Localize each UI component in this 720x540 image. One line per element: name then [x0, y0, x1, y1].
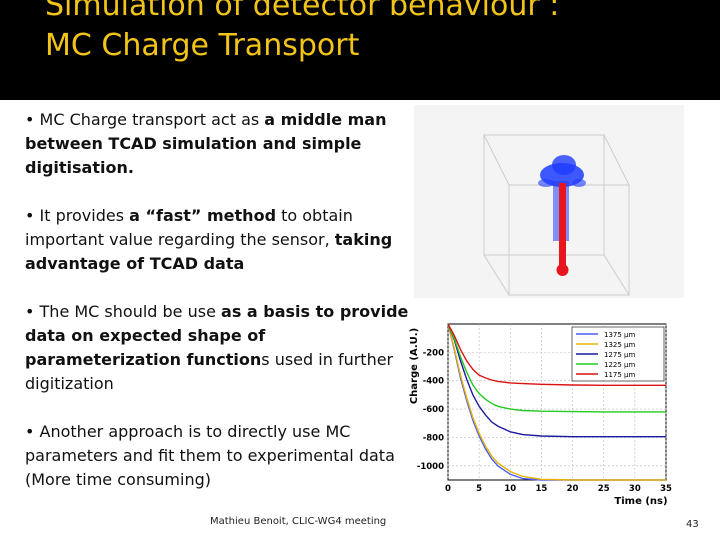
bullet-text: to obtain important value regarding the …	[25, 206, 353, 249]
y-tick-label: -800	[423, 433, 444, 443]
legend-label: 1275 µm	[604, 351, 635, 359]
series-line	[447, 323, 666, 438]
bullet-text: taking advantage of TCAD data	[25, 230, 393, 273]
bullet-text: as a basis to provide data on expected s…	[25, 302, 409, 369]
series-line	[447, 323, 666, 481]
x-tick-label: 10	[504, 484, 516, 494]
charge-vs-time-chart: Charge (A.U.) Time (ns) 0 5 10 15 20 25 30 35 -2…	[409, 323, 672, 507]
simulation-background	[414, 105, 684, 298]
series-line	[447, 323, 666, 387]
x-axis-label: Time (ns)	[614, 496, 667, 507]
bullet-text: a “fast” method	[129, 206, 277, 225]
x-tick-label: 15	[536, 484, 548, 494]
bullet-text: a middle man between TCAD simulation and…	[25, 110, 387, 177]
legend-label: 1375 µm	[604, 331, 635, 339]
bullet-text: • It provides	[25, 206, 130, 225]
bullet-item: • The MC should be use as a basis to pro…	[25, 300, 410, 396]
bullet-text: • MC Charge transport act as	[25, 110, 265, 129]
title-bar: Simulation of detector behaviour : MC Ch…	[0, 0, 720, 100]
x-tick-label: 20	[567, 484, 579, 494]
x-tick-label: 35	[660, 484, 672, 494]
legend-label: 1325 µm	[604, 341, 635, 349]
charge-transport-simulation-image	[414, 105, 684, 298]
y-tick-label: -1000	[417, 462, 444, 472]
bullet-text: s used in further digitization	[25, 350, 394, 393]
series-line	[447, 323, 666, 413]
y-tick-label: -600	[423, 405, 444, 415]
slide-title: Simulation of detector behaviour : MC Ch…	[45, 0, 705, 66]
slide-title-line-1: Simulation of detector behaviour :	[45, 0, 560, 23]
bullet-item: • It provides a “fast” method to obtain …	[25, 204, 410, 276]
x-tick-label: 25	[598, 484, 610, 494]
bullet-item: • MC Charge transport act as a middle ma…	[25, 108, 410, 180]
bullet-item: • Another approach is to directly use MC…	[25, 420, 410, 492]
x-tick-label: 0	[445, 484, 451, 494]
y-tick-label: -200	[423, 348, 444, 358]
page-number: 43	[686, 519, 699, 530]
hole-drift-column	[556, 183, 569, 276]
bullet-text: • Another approach is to directly use MC…	[25, 422, 395, 489]
legend-label: 1175 µm	[604, 371, 635, 379]
x-tick-label: 5	[476, 484, 482, 494]
footer-text: Mathieu Benoit, CLIC-WG4 meeting	[210, 516, 387, 527]
slide-title-line-2: MC Charge Transport	[45, 28, 360, 63]
y-axis-label: Charge (A.U.)	[409, 328, 420, 404]
x-tick-label: 30	[629, 484, 641, 494]
legend-label: 1225 µm	[604, 361, 635, 369]
bullet-text: • The MC should be use	[25, 302, 222, 321]
y-tick-label: -400	[423, 377, 444, 387]
bullet-list: • MC Charge transport act as a middle ma…	[25, 108, 410, 516]
